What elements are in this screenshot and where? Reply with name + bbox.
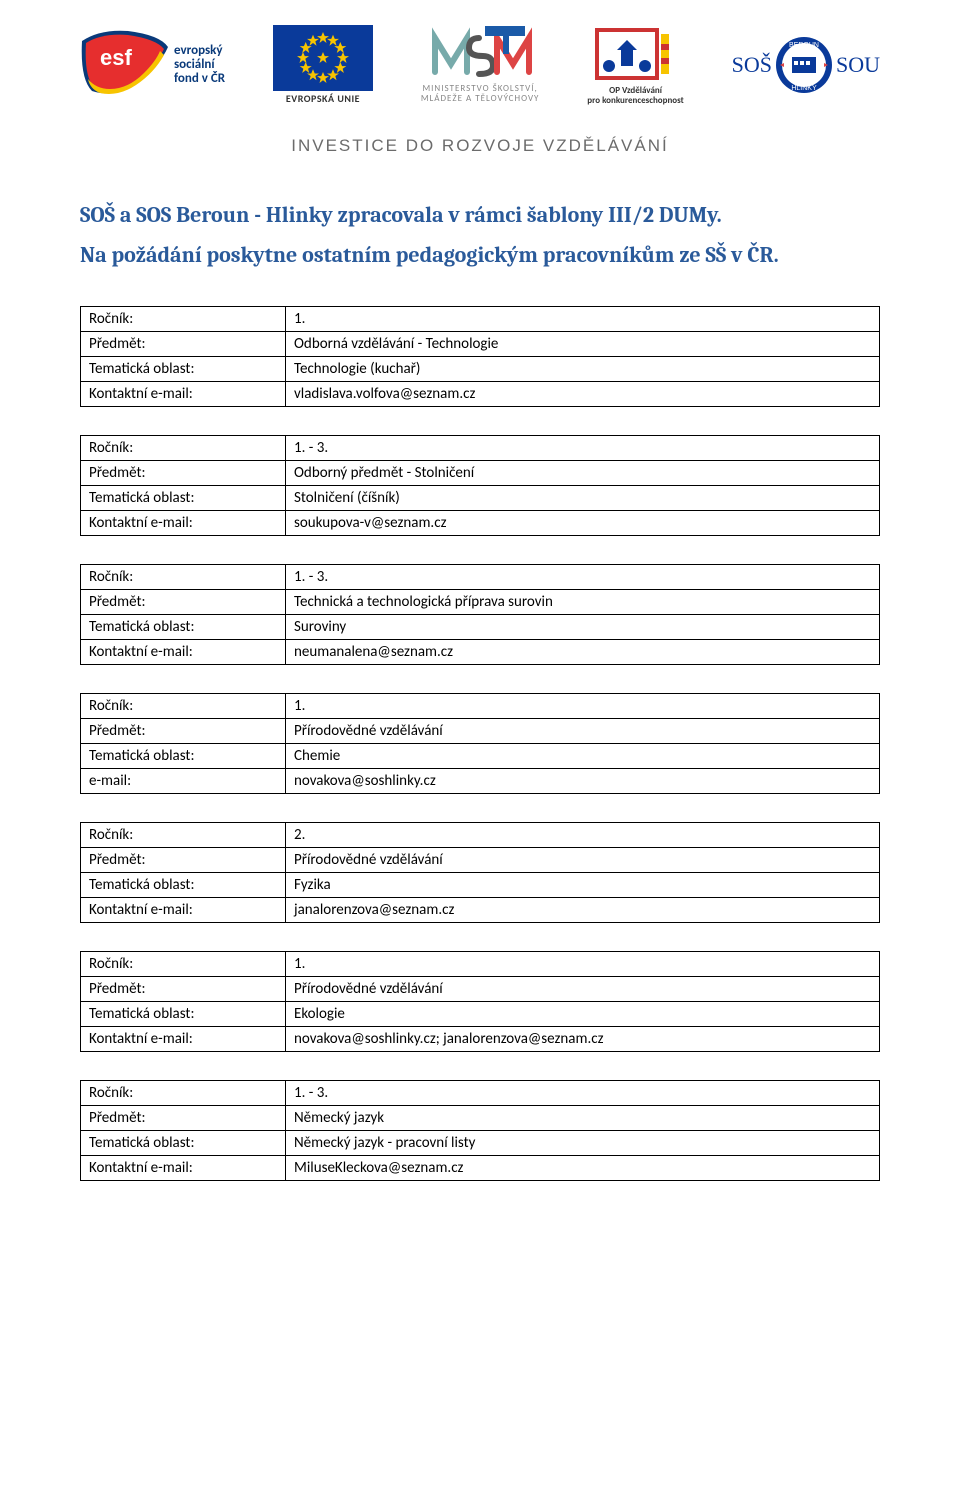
msmt-logo: MINISTERSTVO ŠKOLSTVÍ, MLÁDEŽE A TĚLOVÝC…: [421, 26, 540, 104]
label-rocnik: Ročník:: [81, 564, 286, 589]
value-rocnik: 1.: [286, 306, 880, 331]
value-rocnik: 1. - 3.: [286, 1080, 880, 1105]
label-kontakt: Kontaktní e-mail:: [81, 381, 286, 406]
header-logos: esf evropský sociální fond v ČR: [80, 24, 880, 106]
label-rocnik: Ročník:: [81, 435, 286, 460]
eu-flag-icon: [273, 25, 373, 91]
value-rocnik: 1. - 3.: [286, 564, 880, 589]
value-predmet: Technická a technologická příprava surov…: [286, 589, 880, 614]
op-logo: OP Vzdělávání pro konkurenceschopnost: [587, 24, 683, 106]
label-rocnik: Ročník:: [81, 822, 286, 847]
info-table: Ročník:1.Předmět:Odborná vzdělávání - Te…: [80, 306, 880, 407]
value-rocnik: 1.: [286, 693, 880, 718]
value-kontakt: novakova@soshlinky.cz: [286, 768, 880, 793]
esf-caption: evropský sociální fond v ČR: [174, 43, 225, 85]
label-predmet: Předmět:: [81, 331, 286, 356]
value-oblast: Německý jazyk - pracovní listy: [286, 1130, 880, 1155]
label-rocnik: Ročník:: [81, 306, 286, 331]
label-kontakt: Kontaktní e-mail:: [81, 510, 286, 535]
label-predmet: Předmět:: [81, 460, 286, 485]
value-predmet: Odborná vzdělávání - Technologie: [286, 331, 880, 356]
info-table: Ročník:1.Předmět:Přírodovědné vzdělávání…: [80, 951, 880, 1052]
label-kontakt: Kontaktní e-mail:: [81, 897, 286, 922]
value-rocnik: 2.: [286, 822, 880, 847]
esf-logo: esf evropský sociální fond v ČR: [80, 29, 225, 101]
value-kontakt: janalorenzova@seznam.cz: [286, 897, 880, 922]
label-predmet: Předmět:: [81, 589, 286, 614]
label-oblast: Tematická oblast:: [81, 356, 286, 381]
value-rocnik: 1. - 3.: [286, 435, 880, 460]
value-oblast: Chemie: [286, 743, 880, 768]
value-kontakt: MiluseKleckova@seznam.cz: [286, 1155, 880, 1180]
label-predmet: Předmět:: [81, 847, 286, 872]
label-predmet: Předmět:: [81, 1105, 286, 1130]
info-table: Ročník:1. - 3.Předmět:Odborný předmět - …: [80, 435, 880, 536]
info-table: Ročník:2.Předmět:Přírodovědné vzdělávání…: [80, 822, 880, 923]
investice-banner: INVESTICE DO ROZVOJE VZDĚLÁVÁNÍ: [80, 136, 880, 156]
label-kontakt: Kontaktní e-mail:: [81, 1026, 286, 1051]
sou-text: SOU: [836, 53, 880, 77]
title-line-1: SOŠ a SOS Beroun - Hlinky zpracovala v r…: [80, 202, 880, 228]
value-rocnik: 1.: [286, 951, 880, 976]
esf-icon: esf: [80, 29, 170, 101]
label-kontakt: Kontaktní e-mail:: [81, 639, 286, 664]
info-table: Ročník:1.Předmět:Přírodovědné vzdělávání…: [80, 693, 880, 794]
beroun-seal-icon: BEROUN HLINKY: [774, 35, 834, 95]
value-kontakt: novakova@soshlinky.cz; janalorenzova@sez…: [286, 1026, 880, 1051]
label-kontakt: Kontaktní e-mail:: [81, 1155, 286, 1180]
value-kontakt: neumanalena@seznam.cz: [286, 639, 880, 664]
svg-text:BEROUN: BEROUN: [789, 42, 819, 49]
label-oblast: Tematická oblast:: [81, 485, 286, 510]
value-kontakt: soukupova-v@seznam.cz: [286, 510, 880, 535]
value-oblast: Ekologie: [286, 1001, 880, 1026]
label-predmet: Předmět:: [81, 718, 286, 743]
value-predmet: Přírodovědné vzdělávání: [286, 718, 880, 743]
sos-text: SOŠ: [732, 53, 772, 77]
label-kontakt: e-mail:: [81, 768, 286, 793]
eu-caption: EVROPSKÁ UNIE: [286, 93, 360, 104]
label-predmet: Předmět:: [81, 976, 286, 1001]
eu-logo: EVROPSKÁ UNIE: [273, 25, 373, 104]
value-kontakt: vladislava.volfova@seznam.cz: [286, 381, 880, 406]
info-table: Ročník:1. - 3.Předmět:Německý jazykTemat…: [80, 1080, 880, 1181]
op-icon: [591, 24, 681, 84]
value-oblast: Technologie (kuchař): [286, 356, 880, 381]
label-oblast: Tematická oblast:: [81, 1130, 286, 1155]
value-oblast: Suroviny: [286, 614, 880, 639]
label-rocnik: Ročník:: [81, 1080, 286, 1105]
value-predmet: Přírodovědné vzdělávání: [286, 976, 880, 1001]
sos-sou-logo: SOŠ BEROUN HLINKY SOU: [732, 35, 880, 95]
value-predmet: Odborný předmět - Stolničení: [286, 460, 880, 485]
label-oblast: Tematická oblast:: [81, 743, 286, 768]
svg-text:HLINKY: HLINKY: [791, 85, 817, 92]
label-oblast: Tematická oblast:: [81, 872, 286, 897]
msmt-caption-2: MLÁDEŽE A TĚLOVÝCHOVY: [421, 94, 540, 104]
value-predmet: Německý jazyk: [286, 1105, 880, 1130]
label-rocnik: Ročník:: [81, 951, 286, 976]
value-predmet: Přírodovědné vzdělávání: [286, 847, 880, 872]
svg-text:esf: esf: [100, 45, 132, 70]
label-oblast: Tematická oblast:: [81, 614, 286, 639]
info-table: Ročník:1. - 3.Předmět:Technická a techno…: [80, 564, 880, 665]
label-rocnik: Ročník:: [81, 693, 286, 718]
value-oblast: Stolničení (číšník): [286, 485, 880, 510]
msmt-icon: [425, 26, 535, 82]
op-caption-2: pro konkurenceschopnost: [587, 96, 683, 106]
value-oblast: Fyzika: [286, 872, 880, 897]
label-oblast: Tematická oblast:: [81, 1001, 286, 1026]
title-line-2: Na požádání poskytne ostatním pedagogick…: [80, 242, 880, 268]
